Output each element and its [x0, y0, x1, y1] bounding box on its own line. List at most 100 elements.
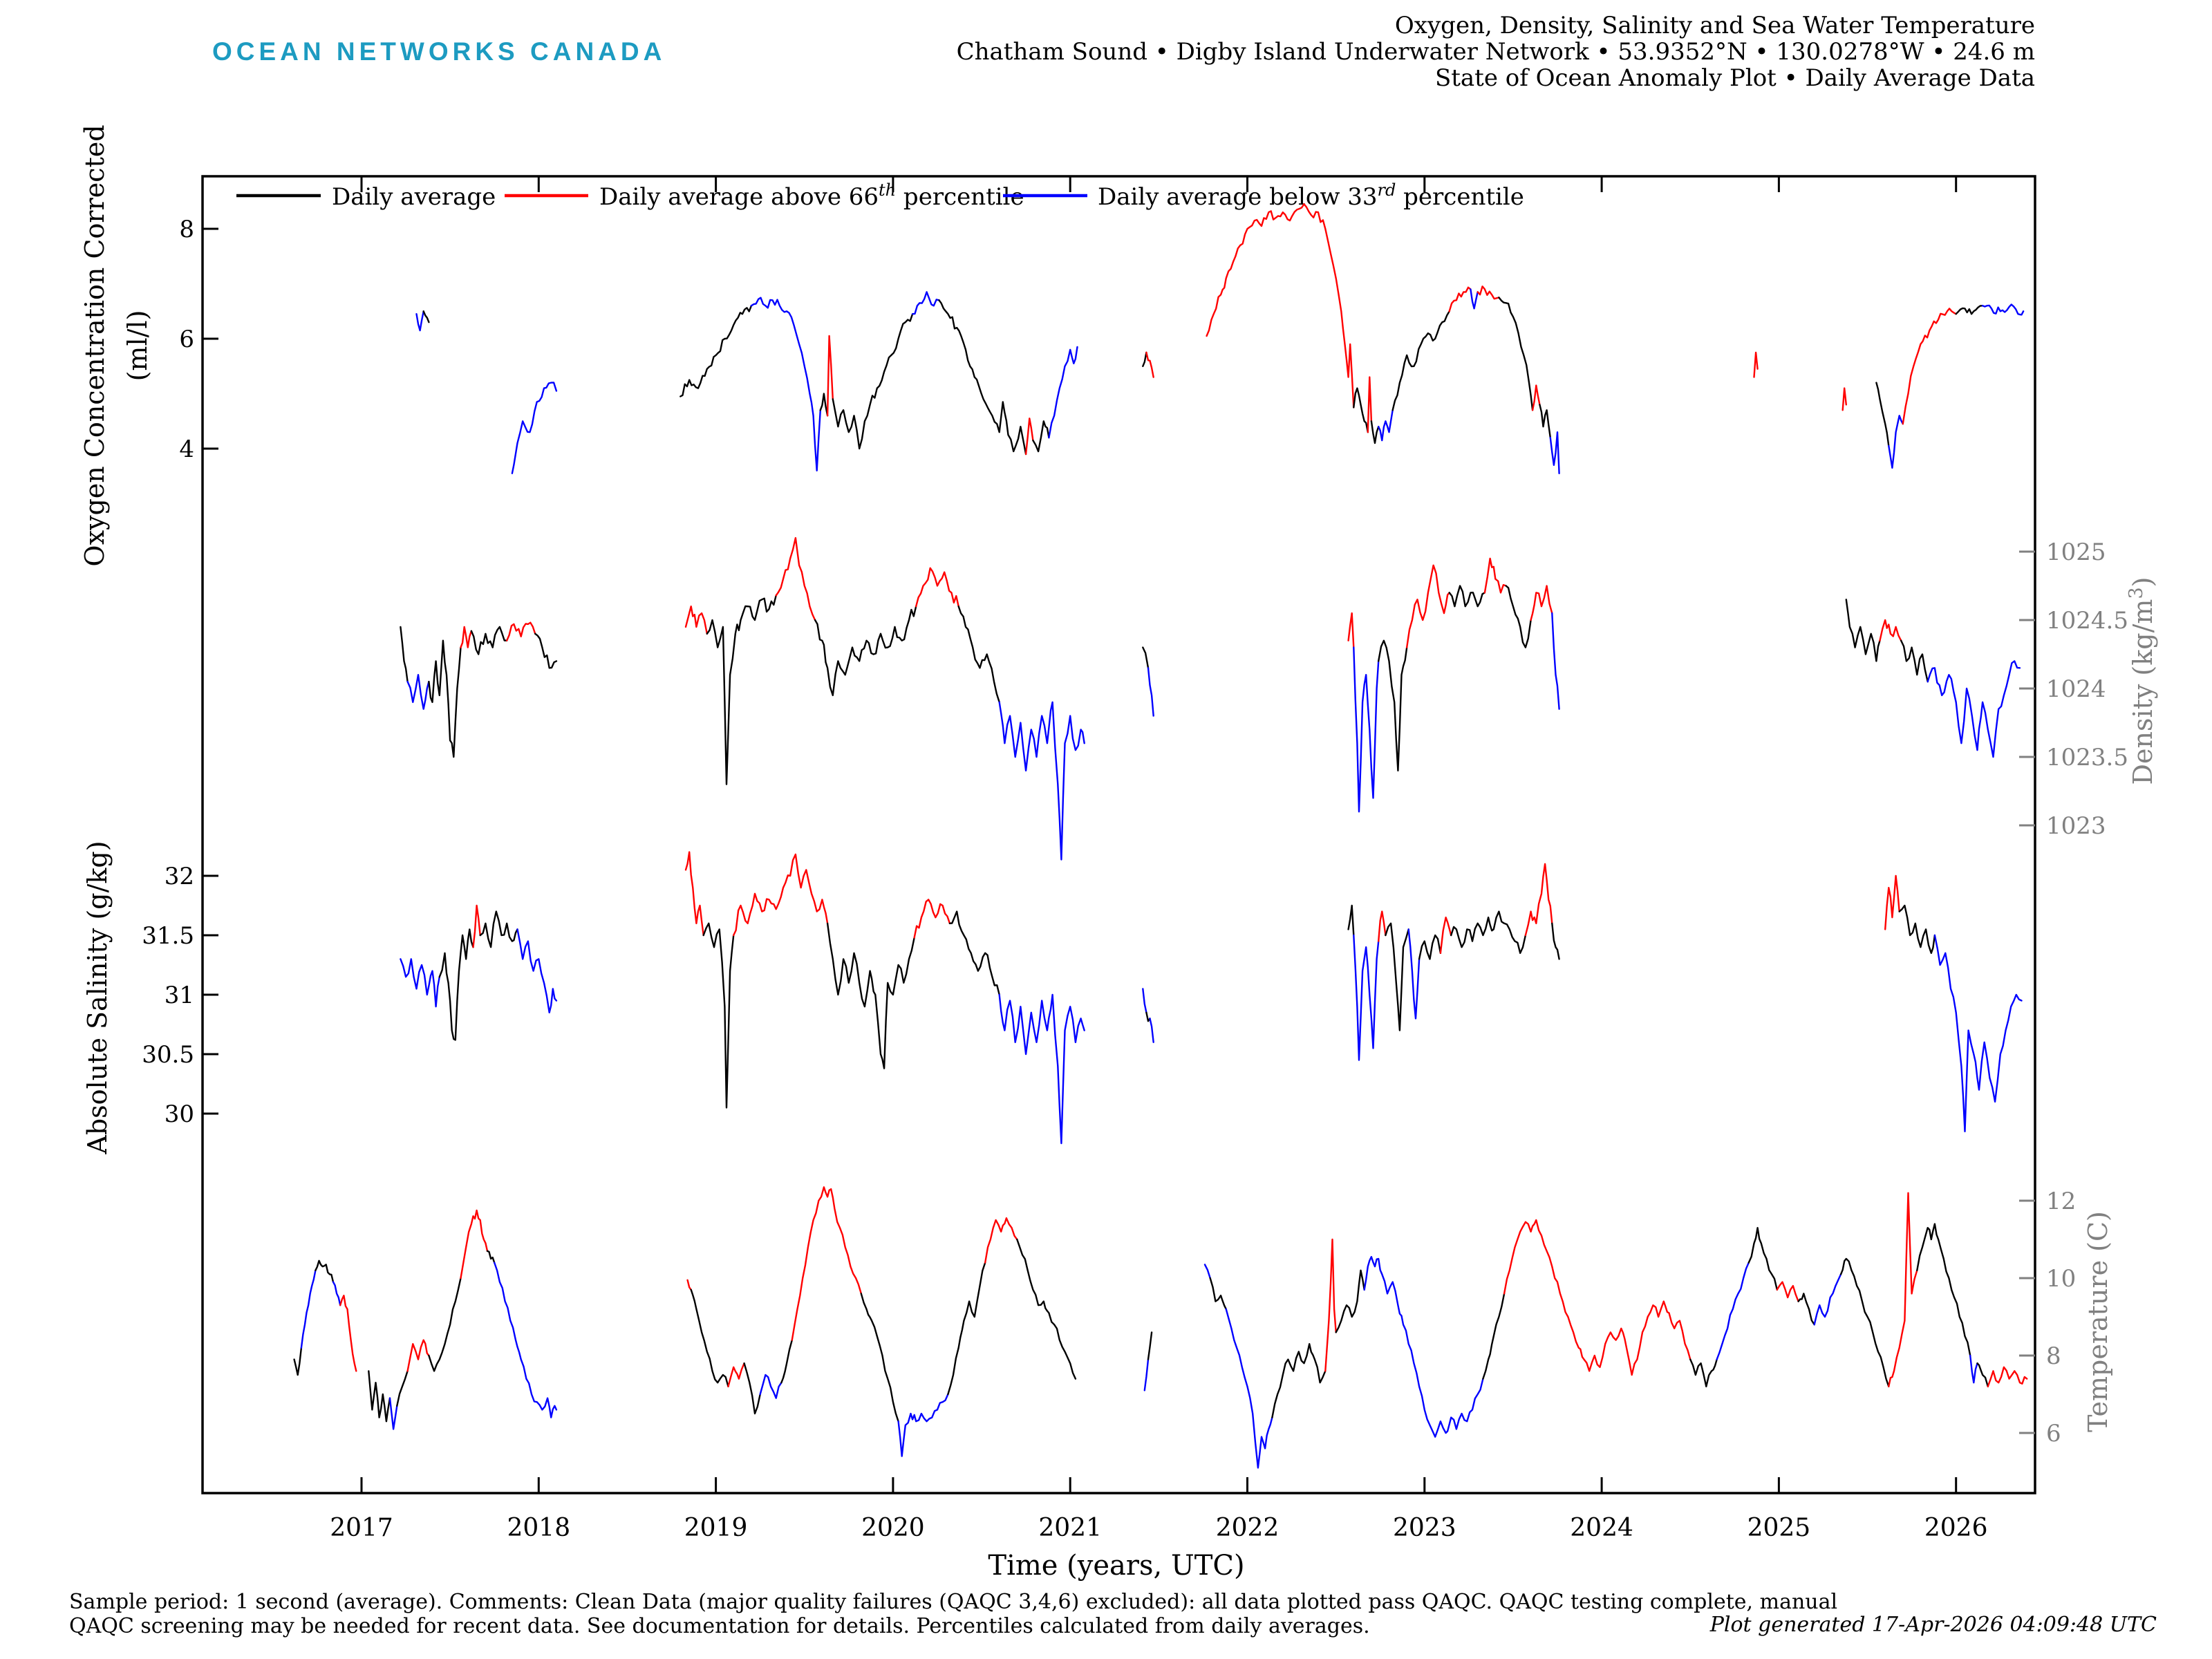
density-segment-b	[1353, 646, 1380, 813]
temperature-segment-r	[791, 1186, 863, 1341]
temperature-segment-r	[406, 1339, 430, 1372]
temperature-segment-k	[1839, 1257, 1890, 1388]
y-tick-label: 1025	[2046, 538, 2106, 566]
legend: Daily average Daily average above 66th pe…	[236, 180, 1524, 211]
temperature-segment-b	[1225, 1308, 1273, 1469]
x-tick-label: 2026	[1924, 1514, 1988, 1542]
salinity-segment-b	[516, 928, 558, 1014]
y-tick-label: 30	[165, 1100, 194, 1128]
salinity-segment-b	[1353, 934, 1380, 1061]
temperature-segment-k	[486, 1250, 496, 1264]
x-tick-label: 2018	[507, 1514, 570, 1542]
oxygen-segment-r	[1902, 308, 1957, 425]
x-tick-label: 2024	[1570, 1514, 1633, 1542]
density-segment-k	[1448, 585, 1486, 608]
temperature-segment-k	[1271, 1342, 1327, 1418]
legend-label: Daily average	[332, 183, 496, 211]
y-tick-label: 6	[179, 326, 194, 353]
x-tick-label: 2022	[1216, 1514, 1280, 1542]
oxygen-segment-b	[1549, 431, 1560, 474]
temperature-segment-k	[780, 1339, 794, 1384]
x-axis-label: Time (years, UTC)	[988, 1550, 1244, 1582]
density-segment-k	[1845, 599, 1881, 662]
temperature-segment-b	[759, 1374, 782, 1399]
salinity-segment-r	[1524, 863, 1553, 937]
salinity-segment-k	[702, 922, 735, 1109]
temperature-segment-b	[897, 1393, 949, 1457]
density-segment-b	[1927, 660, 2021, 758]
x-tick-label: 2025	[1747, 1514, 1811, 1542]
salinity-segment-r	[472, 904, 481, 948]
oxygen-segment-k	[1353, 387, 1369, 433]
temperature-segment-k	[368, 1370, 391, 1423]
salinity-segment-b	[1149, 1018, 1154, 1044]
salinity-segment-r	[732, 853, 829, 937]
y-tick-label: 6	[2046, 1420, 2061, 1447]
plot-frame	[201, 175, 2036, 1494]
temperature-segment-b	[1716, 1262, 1750, 1360]
oxygen-segment-b	[1981, 303, 2025, 316]
x-tick-label: 2023	[1393, 1514, 1456, 1542]
temperature-segment-k	[690, 1288, 729, 1388]
density-segment-k	[1377, 639, 1408, 772]
series-density	[400, 537, 2021, 861]
density-segment-k	[428, 639, 462, 758]
salinity-segment-k	[1450, 910, 1527, 955]
legend-label: Daily average above 66th percentile	[599, 180, 1024, 211]
y-tick-label: 31.5	[142, 922, 194, 950]
density-segment-r	[460, 626, 473, 648]
density-segment-k	[814, 606, 917, 697]
x-axis: 2017 2018 2019 2020 2021 2022 2023 2024 2025 2026…	[330, 176, 1988, 1582]
footer-comments: Sample period: 1 second (average). Comme…	[69, 1590, 1837, 1638]
y-tick-label: 32	[165, 863, 194, 890]
temperature-segment-b	[494, 1262, 558, 1418]
density-segment-r	[775, 537, 816, 621]
series-temperature	[293, 1186, 2028, 1469]
oxygen-segment-b	[1377, 409, 1394, 442]
temperature-segment-b	[1969, 1354, 1978, 1384]
density-segment-r	[1483, 557, 1507, 594]
temperature-segment-k	[1747, 1226, 1779, 1291]
salinity-segment-k	[948, 910, 1000, 996]
salinity-segment-k	[1347, 904, 1355, 937]
plot-title: Oxygen, Density, Salinity and Sea Water …	[957, 12, 2035, 91]
footer-comments-line-1: Sample period: 1 second (average). Comme…	[69, 1590, 1838, 1614]
series-oxygen	[415, 203, 2025, 474]
density-segment-r	[915, 567, 959, 608]
oxygen-segment-b	[1470, 288, 1479, 310]
salinity-segment-k	[826, 922, 915, 1069]
oxygen-segment-r	[1448, 286, 1472, 312]
temperature-segment-k	[1482, 1293, 1506, 1380]
oxygen-segment-r	[1145, 351, 1154, 378]
salinity-segment-b	[1407, 928, 1421, 1020]
plot-generated-timestamp: Plot generated 17-Apr-2026 04:09:48 UTC	[1709, 1613, 2157, 1637]
salinity-segment-r	[1439, 916, 1452, 955]
salinity-segment-r	[1377, 910, 1387, 942]
temperature-axis: 12 10 8 6	[2019, 1188, 2076, 1447]
y-tick-label: 1024.5	[2046, 607, 2128, 635]
temperature-segment-k	[1689, 1358, 1718, 1388]
salinity-segment-k	[1551, 922, 1560, 960]
oxygen-axis-units: (ml/l)	[122, 310, 153, 382]
temperature-segment-r	[339, 1294, 357, 1372]
oxygen-segment-r	[1531, 384, 1541, 411]
density-segment-b	[1147, 667, 1154, 717]
temperature-segment-k	[860, 1293, 899, 1423]
temperature-segment-k	[1797, 1293, 1815, 1326]
oxygen-segment-b	[511, 382, 558, 474]
temperature-segment-b	[332, 1281, 341, 1306]
oxygen-segment-k	[1142, 351, 1147, 367]
y-tick-label: 8	[179, 216, 194, 243]
temperature-segment-k	[315, 1259, 335, 1283]
oxygen-axis: 8 6 4	[179, 216, 218, 463]
oxygen-segment-k	[938, 299, 1027, 456]
oxygen-segment-b	[415, 310, 424, 332]
plot-title-line-3: State of Ocean Anomaly Plot • Daily Aver…	[1434, 64, 2035, 92]
oxygen-segment-k	[1539, 404, 1552, 439]
temperature-segment-r	[1776, 1281, 1799, 1302]
salinity-axis-title: Absolute Salinity (g/kg)	[82, 841, 113, 1154]
y-tick-label: 1024	[2046, 675, 2106, 703]
temperature-segment-k	[293, 1347, 303, 1376]
